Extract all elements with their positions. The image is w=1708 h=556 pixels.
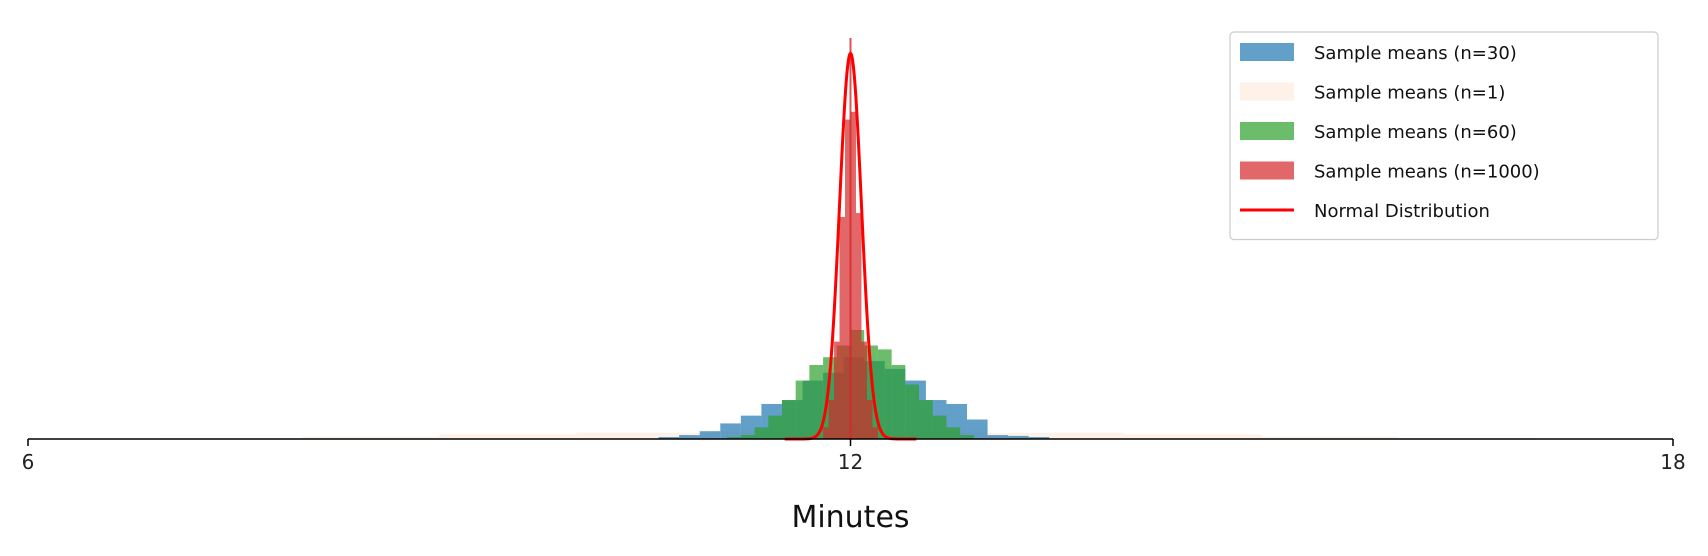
bar bbox=[576, 432, 714, 439]
bar bbox=[839, 216, 846, 439]
legend-label: Sample means (n=60) bbox=[1314, 122, 1517, 143]
bar bbox=[919, 400, 933, 439]
legend-swatch bbox=[1240, 82, 1294, 101]
legend: Sample means (n=30) Sample means (n=1) Sam… bbox=[1229, 31, 1659, 241]
bar bbox=[1008, 435, 1029, 439]
legend-label: Sample means (n=1000) bbox=[1314, 162, 1540, 183]
bar bbox=[1261, 436, 1399, 439]
bar bbox=[1124, 434, 1262, 439]
legend-label: Sample means (n=30) bbox=[1314, 43, 1517, 64]
bar bbox=[855, 213, 862, 439]
bar bbox=[658, 437, 680, 439]
bar bbox=[850, 111, 856, 440]
bar bbox=[1028, 437, 1050, 439]
legend-box bbox=[1229, 31, 1659, 241]
bar bbox=[960, 435, 974, 439]
bar bbox=[987, 432, 1125, 439]
legend-item-normal-distribution: Normal Distribution bbox=[1240, 201, 1490, 222]
legend-label: Normal Distribution bbox=[1314, 201, 1490, 222]
bar bbox=[828, 400, 835, 439]
bar bbox=[720, 423, 741, 439]
legend-swatch bbox=[1240, 122, 1294, 140]
legend-swatch bbox=[1240, 161, 1294, 180]
series-sample-means-n-1000 bbox=[823, 111, 878, 440]
bar bbox=[834, 341, 840, 439]
bar bbox=[439, 434, 577, 439]
bar bbox=[932, 415, 947, 439]
bar bbox=[987, 435, 1009, 439]
plot-area bbox=[165, 38, 1536, 441]
bar bbox=[740, 435, 755, 439]
bar bbox=[845, 119, 851, 439]
bar bbox=[679, 435, 700, 439]
bar bbox=[699, 431, 721, 439]
x-tick-label: 6 bbox=[22, 450, 35, 474]
bar bbox=[967, 419, 988, 439]
x-tick-label: 12 bbox=[838, 450, 863, 474]
legend-item-sample-means-n-60: Sample means (n=60) bbox=[1240, 122, 1517, 143]
bar bbox=[872, 427, 878, 439]
bar bbox=[727, 437, 741, 439]
bar bbox=[877, 349, 892, 439]
bar bbox=[946, 427, 961, 439]
x-tick-label: 18 bbox=[1660, 450, 1685, 474]
legend-item-sample-means-n-1000: Sample means (n=1000) bbox=[1240, 161, 1540, 183]
x-ticks: 6 12 18 bbox=[22, 439, 1686, 474]
bar bbox=[754, 427, 769, 439]
bar bbox=[823, 427, 829, 439]
bar bbox=[795, 380, 810, 439]
legend-item-sample-means-n-1: Sample means (n=1) bbox=[1240, 82, 1505, 104]
legend-swatch bbox=[1240, 43, 1294, 61]
bar bbox=[861, 341, 867, 439]
bar bbox=[905, 384, 920, 439]
bar bbox=[866, 400, 873, 439]
bar bbox=[768, 415, 782, 439]
bar bbox=[809, 364, 824, 439]
legend-item-sample-means-n-30: Sample means (n=30) bbox=[1240, 43, 1517, 64]
x-axis-label: Minutes bbox=[791, 500, 909, 535]
bar bbox=[891, 364, 906, 439]
bar bbox=[781, 400, 796, 439]
bar bbox=[302, 436, 440, 439]
legend-label: Sample means (n=1) bbox=[1314, 83, 1505, 104]
